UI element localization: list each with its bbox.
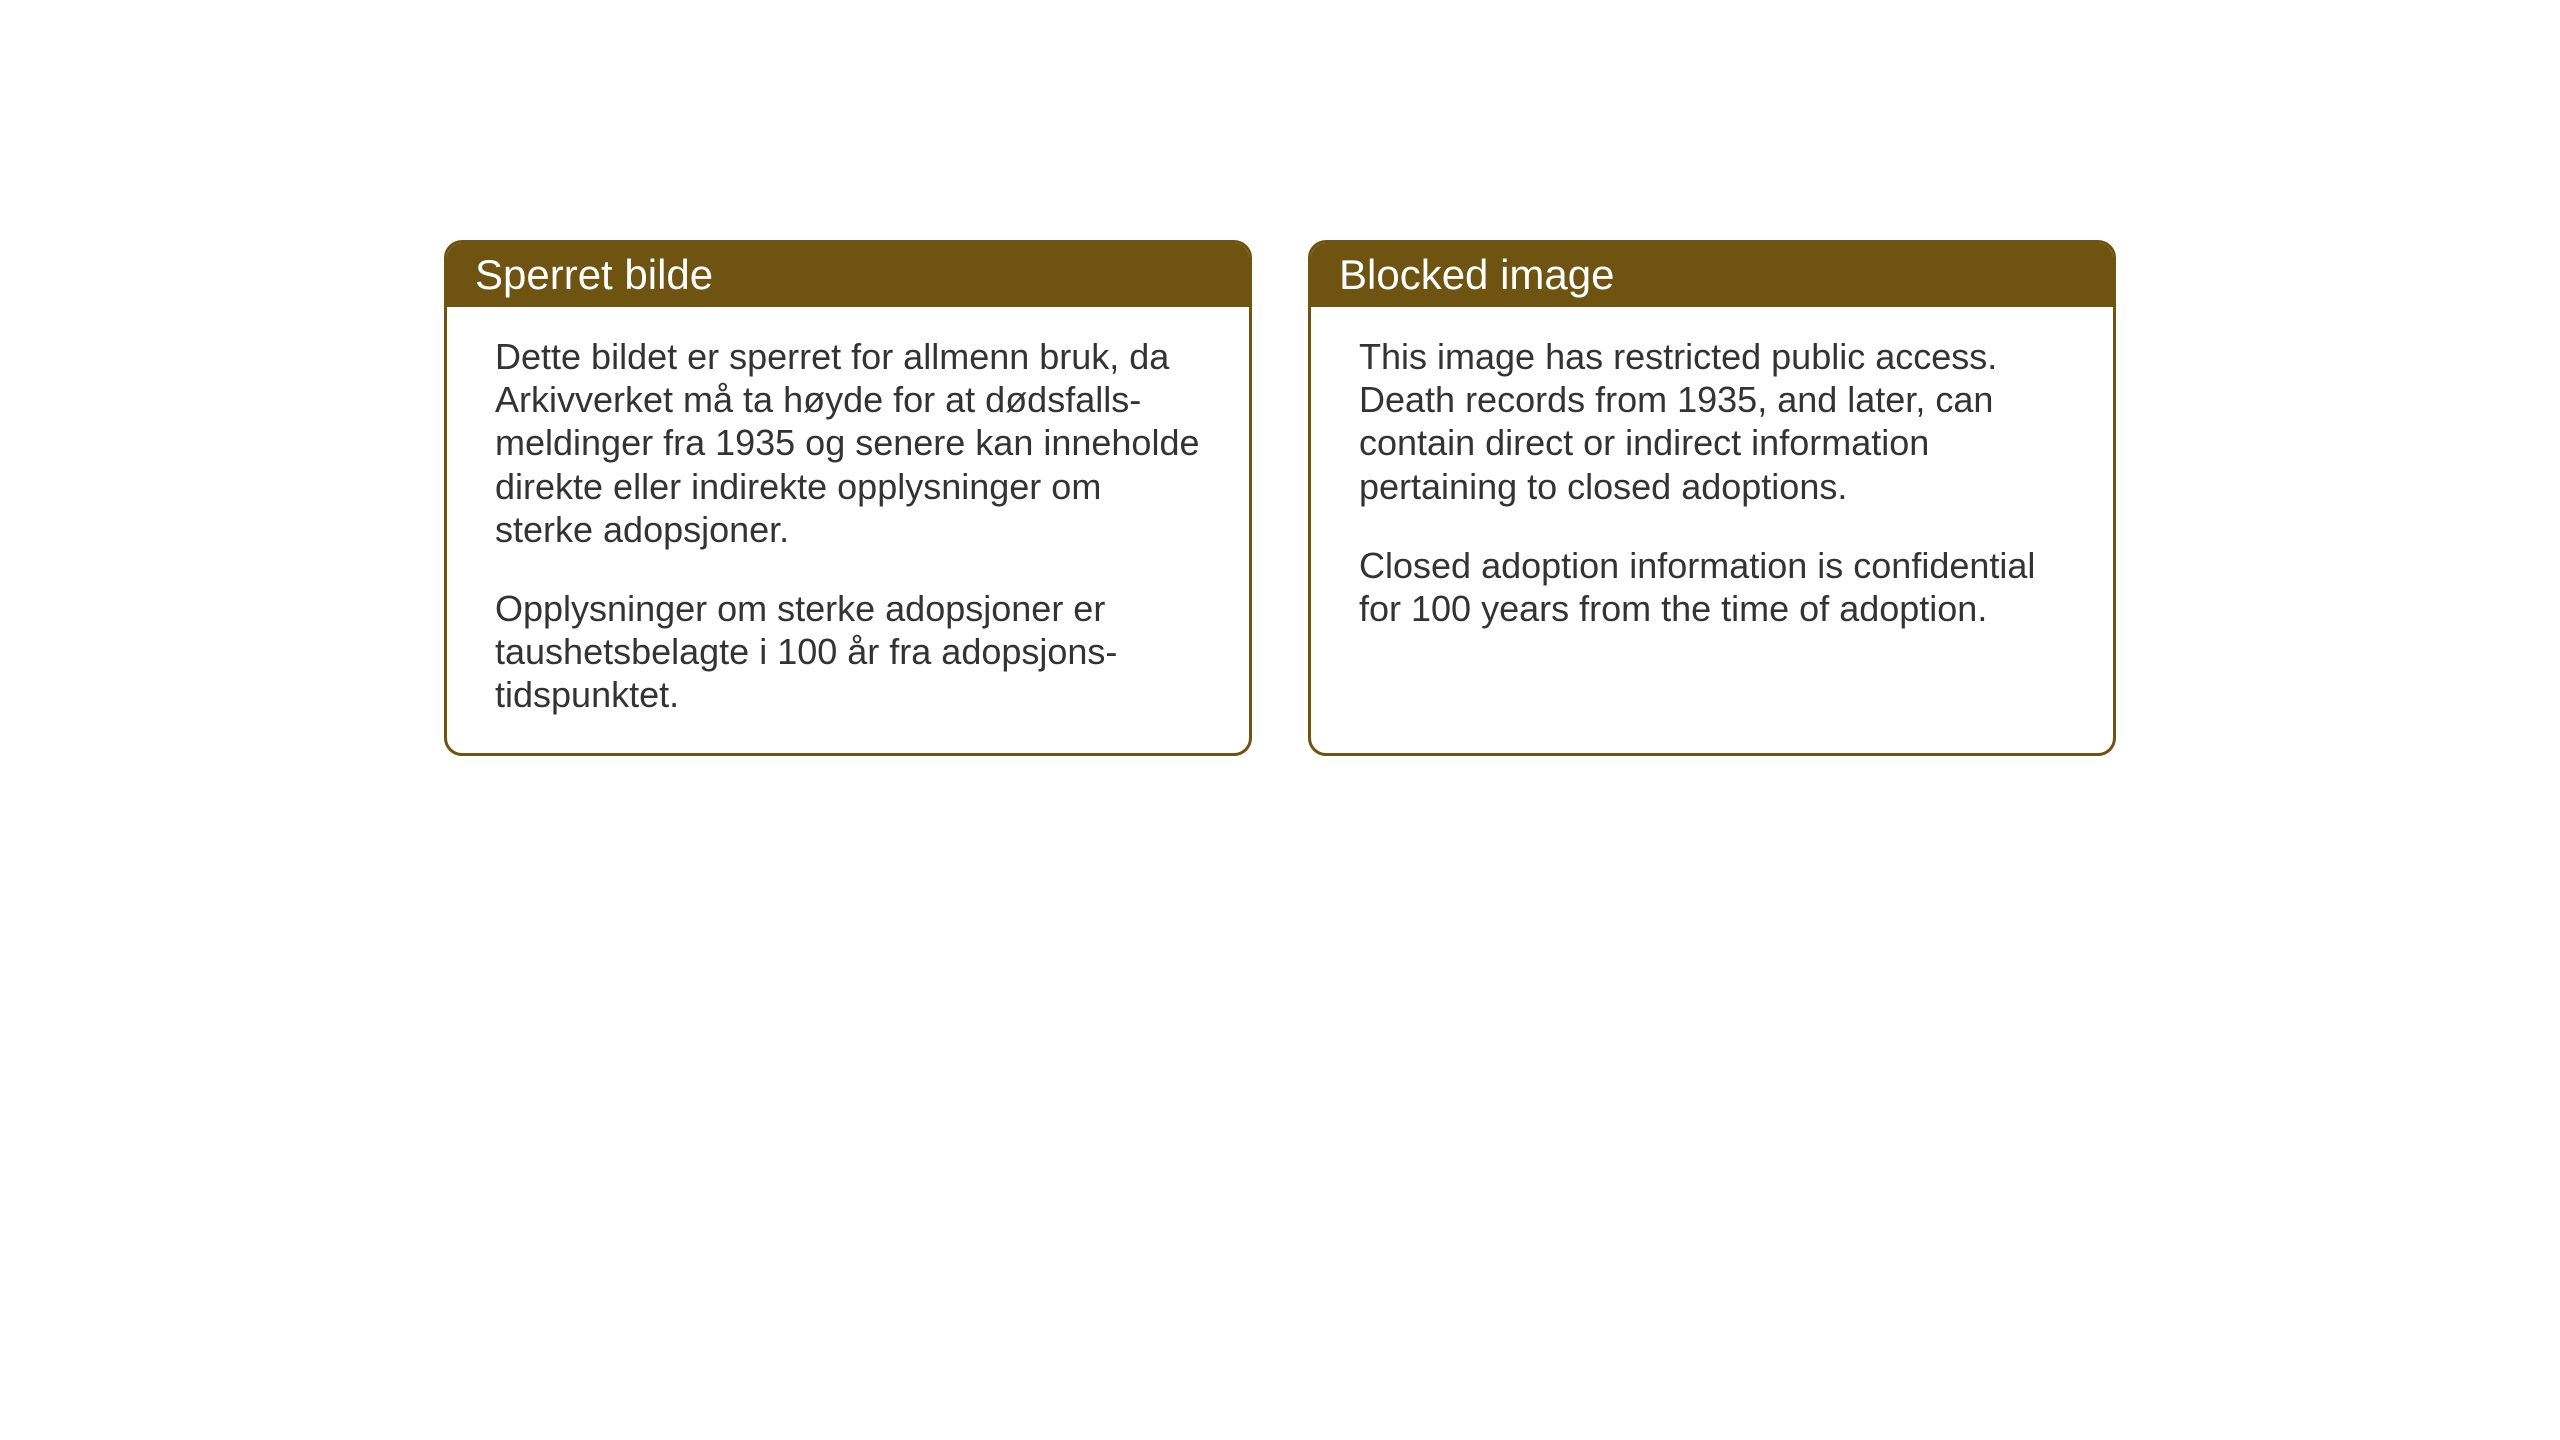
norwegian-card-title: Sperret bilde bbox=[475, 251, 713, 298]
norwegian-card: Sperret bilde Dette bildet er sperret fo… bbox=[444, 240, 1252, 756]
english-card-title: Blocked image bbox=[1339, 251, 1614, 298]
english-paragraph-2: Closed adoption information is confident… bbox=[1359, 544, 2065, 630]
english-card: Blocked image This image has restricted … bbox=[1308, 240, 2116, 756]
norwegian-card-header: Sperret bilde bbox=[447, 243, 1249, 307]
english-paragraph-1: This image has restricted public access.… bbox=[1359, 335, 2065, 508]
cards-container: Sperret bilde Dette bildet er sperret fo… bbox=[444, 240, 2116, 756]
norwegian-paragraph-1: Dette bildet er sperret for allmenn bruk… bbox=[495, 335, 1201, 551]
norwegian-card-body: Dette bildet er sperret for allmenn bruk… bbox=[447, 307, 1249, 753]
english-card-body: This image has restricted public access.… bbox=[1311, 307, 2113, 666]
english-card-header: Blocked image bbox=[1311, 243, 2113, 307]
norwegian-paragraph-2: Opplysninger om sterke adopsjoner er tau… bbox=[495, 587, 1201, 717]
